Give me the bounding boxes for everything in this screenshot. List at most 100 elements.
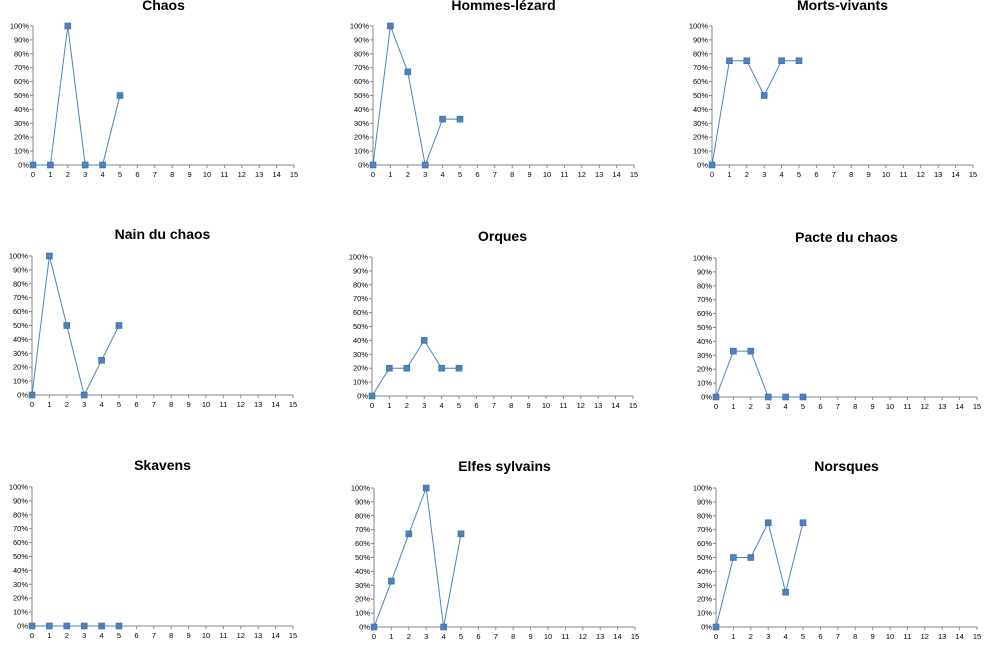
data-point xyxy=(743,57,751,65)
x-tick-label: 6 xyxy=(134,400,138,409)
y-tick-label: 80% xyxy=(697,511,712,520)
x-tick-label: 4 xyxy=(101,170,105,179)
x-tick-label: 9 xyxy=(867,170,871,179)
y-tick-label: 20% xyxy=(13,594,28,603)
x-tick-label: 6 xyxy=(818,632,822,641)
x-tick-label: 1 xyxy=(387,401,391,410)
x-tick-label: 5 xyxy=(117,400,121,409)
data-point xyxy=(63,322,71,329)
data-point xyxy=(782,393,789,401)
x-tick-label: 8 xyxy=(169,400,173,409)
data-point xyxy=(46,252,53,260)
x-tick-label: 4 xyxy=(440,401,444,410)
x-tick-label: 15 xyxy=(973,632,981,641)
y-tick-label: 80% xyxy=(693,49,708,58)
y-tick-label: 70% xyxy=(693,63,708,72)
y-tick-label: 30% xyxy=(353,350,368,359)
series-line xyxy=(373,487,462,628)
x-tick-label: 5 xyxy=(797,170,801,179)
y-tick-label: 20% xyxy=(353,364,368,373)
y-tick-label: 30% xyxy=(13,580,28,589)
x-tick-label: 3 xyxy=(422,401,426,410)
x-tick-label: 12 xyxy=(237,631,245,640)
y-tick-label: 70% xyxy=(355,525,370,534)
data-point xyxy=(116,92,124,99)
y-tick-label: 20% xyxy=(355,595,370,604)
y-tick-label: 30% xyxy=(14,119,29,128)
data-point xyxy=(457,530,465,538)
y-tick-label: 40% xyxy=(693,105,708,114)
y-tick-label: 70% xyxy=(354,63,369,72)
x-tick-label: 12 xyxy=(578,170,586,179)
x-tick-label: 15 xyxy=(289,631,297,640)
x-tick-label: 5 xyxy=(801,632,805,641)
x-tick-label: 2 xyxy=(406,170,410,179)
y-tick-label: 50% xyxy=(353,322,368,331)
y-tick-label: 10% xyxy=(697,379,712,388)
x-tick-label: 3 xyxy=(766,632,770,641)
y-tick-label: 0% xyxy=(17,391,28,400)
x-tick-label: 7 xyxy=(152,631,156,640)
x-tick-label: 0 xyxy=(30,631,34,640)
data-point xyxy=(438,364,445,372)
y-tick-label: 10% xyxy=(354,147,369,156)
x-tick-label: 6 xyxy=(134,631,138,640)
chart-title: Norsques xyxy=(814,458,879,474)
x-tick-label: 15 xyxy=(289,400,297,409)
x-tick-label: 0 xyxy=(714,632,718,641)
x-tick-label: 9 xyxy=(188,170,192,179)
chart-title: Hommes-lézard xyxy=(451,0,556,13)
y-tick-label: 0% xyxy=(701,393,712,402)
data-point xyxy=(388,577,395,585)
data-point xyxy=(386,364,393,372)
x-tick-label: 14 xyxy=(272,170,280,179)
y-tick-label: 90% xyxy=(13,265,28,274)
x-tick-label: 1 xyxy=(48,170,52,179)
y-tick-label: 90% xyxy=(697,267,712,276)
y-tick-label: 40% xyxy=(353,336,368,345)
data-point xyxy=(46,622,53,630)
y-tick-label: 90% xyxy=(697,497,712,506)
x-tick-label: 12 xyxy=(917,170,925,179)
x-tick-label: 13 xyxy=(594,401,602,410)
x-tick-label: 3 xyxy=(83,170,87,179)
data-point xyxy=(726,57,733,65)
y-tick-label: 50% xyxy=(355,553,370,562)
x-tick-label: 13 xyxy=(934,170,942,179)
data-point xyxy=(730,554,737,561)
y-tick-label: 60% xyxy=(697,539,712,548)
y-tick-label: 40% xyxy=(354,105,369,114)
chart-title: Pacte du chaos xyxy=(795,229,898,245)
data-point xyxy=(387,22,394,30)
x-tick-label: 9 xyxy=(871,402,875,411)
data-point xyxy=(712,393,720,401)
x-tick-label: 15 xyxy=(630,170,638,179)
y-tick-label: 60% xyxy=(355,539,370,548)
y-tick-label: 10% xyxy=(13,377,28,386)
x-tick-label: 10 xyxy=(886,632,894,641)
y-tick-label: 0% xyxy=(701,623,712,632)
x-tick-label: 5 xyxy=(457,401,461,410)
x-tick-label: 7 xyxy=(836,632,840,641)
y-tick-label: 10% xyxy=(13,608,28,617)
data-point xyxy=(370,623,378,631)
x-tick-label: 4 xyxy=(442,632,446,641)
y-tick-label: 70% xyxy=(353,294,368,303)
y-tick-label: 80% xyxy=(697,281,712,290)
x-tick-label: 1 xyxy=(731,402,735,411)
data-point xyxy=(421,161,429,169)
y-tick-label: 30% xyxy=(693,119,708,128)
data-point xyxy=(799,519,807,527)
data-point xyxy=(712,623,720,631)
x-tick-label: 9 xyxy=(187,631,191,640)
data-point xyxy=(799,393,807,401)
chart-title: Chaos xyxy=(142,0,185,13)
